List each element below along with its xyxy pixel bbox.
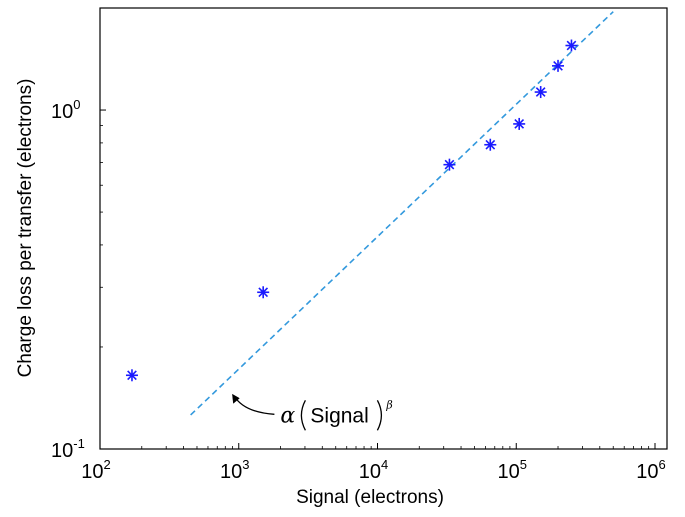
y-tick-label: 100 xyxy=(51,97,80,123)
annotation-alpha: α xyxy=(280,403,295,428)
data-point xyxy=(565,39,578,52)
data-points xyxy=(125,39,578,382)
annotation-right-paren xyxy=(376,399,383,431)
annotation-arrow xyxy=(233,395,275,415)
annotation-left-paren xyxy=(300,399,306,431)
data-point xyxy=(443,158,456,171)
x-tick-label: 102 xyxy=(81,457,110,483)
data-point xyxy=(534,86,547,99)
data-point xyxy=(484,138,497,151)
annotation-exponent: β xyxy=(385,398,392,411)
fit-line xyxy=(190,11,614,416)
fit-annotation: α Signal β xyxy=(232,393,393,431)
y-axis-ticks: 10-1 100 xyxy=(51,7,106,462)
fit-line-layer xyxy=(190,11,614,416)
y-tick-label: 10-1 xyxy=(51,436,85,462)
x-tick-label: 104 xyxy=(359,457,388,483)
x-axis-label: Signal (electrons) xyxy=(296,487,444,508)
data-point xyxy=(257,286,270,299)
data-point xyxy=(125,369,138,382)
data-point xyxy=(552,59,565,72)
data-point xyxy=(513,117,526,130)
plot-area xyxy=(99,7,668,450)
annotation-text: Signal xyxy=(310,404,368,427)
x-tick-label: 105 xyxy=(498,457,527,483)
arrowhead-icon xyxy=(232,393,240,404)
x-tick-label: 103 xyxy=(220,457,249,483)
x-axis-ticks: 102 103 104 105 106 xyxy=(81,443,666,483)
y-axis-label: Charge loss per transfer (electrons) xyxy=(15,79,36,378)
x-tick-label: 106 xyxy=(636,457,665,483)
